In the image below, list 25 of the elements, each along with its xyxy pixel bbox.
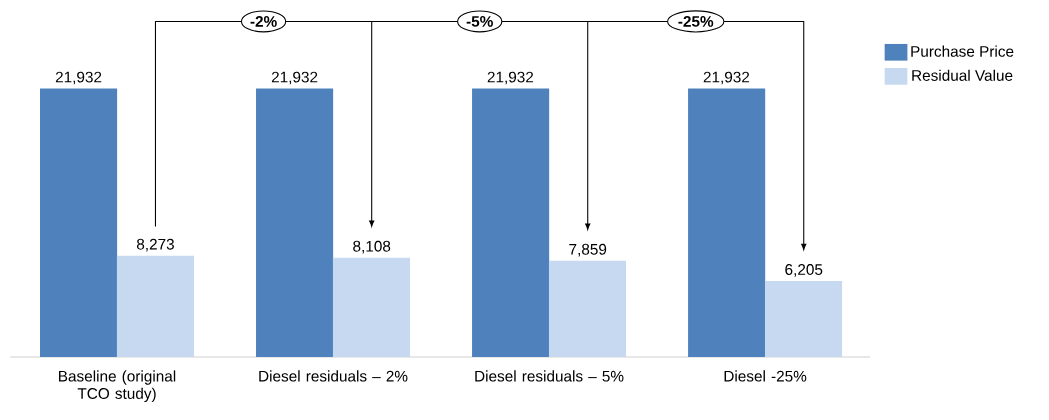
bar (40, 88, 118, 357)
text: -2% (250, 16, 277, 27)
x-tick-label: Diesel residuals – 2% (259, 370, 408, 382)
text: -25% (678, 15, 714, 27)
data-label: 21,932 (55, 71, 102, 85)
text: -5% (466, 16, 493, 27)
legend-label: Residual Value (912, 69, 1013, 81)
bar (472, 88, 550, 357)
x-tick-label: Diesel -25% (724, 370, 807, 382)
bar (256, 88, 334, 357)
bar (332, 257, 411, 357)
data-label: 21,932 (703, 71, 750, 85)
data-label: 6,205 (785, 264, 823, 277)
bar (548, 260, 627, 357)
data-label: 7,859 (569, 243, 607, 257)
x-tick-label: Baseline (original TCO study) (59, 370, 176, 402)
bar (764, 281, 843, 357)
bar (688, 88, 766, 357)
bar (116, 255, 195, 357)
data-label: 8,273 (136, 238, 174, 252)
legend-label: Purchase Price (911, 45, 1014, 57)
data-label: 8,108 (353, 240, 391, 254)
data-label: 21,932 (487, 71, 534, 85)
data-label: 21,932 (271, 71, 318, 85)
x-tick-label: Diesel residuals – 5% (475, 370, 624, 382)
